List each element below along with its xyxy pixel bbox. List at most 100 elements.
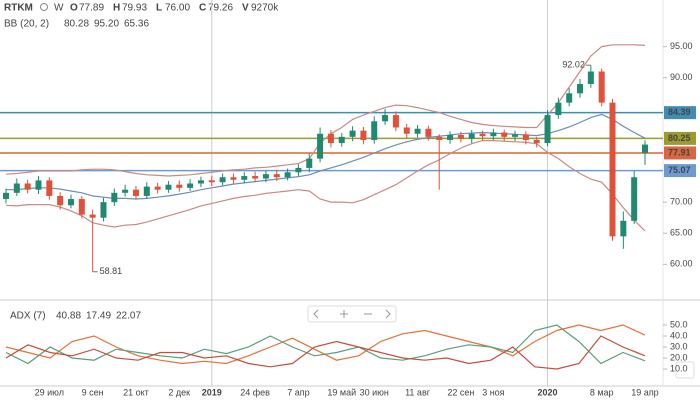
x-tick-label: 30 июн [360,387,389,397]
candle-body [284,172,291,178]
bb-legend-name: BB (20, 2) [4,19,49,30]
candle-body [230,177,237,180]
candle-body [35,180,42,190]
adx-legend-value: 40.88 [56,311,81,322]
candle-body [371,121,378,140]
header-label: O [70,3,78,14]
bb-legend-value: 95.20 [94,19,119,30]
price-level-tag [664,131,696,145]
candle-body [490,132,497,137]
candle-body [89,214,96,218]
header-label: L [156,3,162,14]
candle-body [501,132,508,137]
adx-legend-value: 17.49 [86,311,111,322]
candle-body [208,180,215,183]
x-tick-label: 21 окт [123,387,149,397]
adx-line [5,324,646,365]
x-tick-label: 2019 [202,387,222,397]
x-tick-label: 8 мар [590,387,614,397]
adx-tick-label: 40.0 [670,330,688,340]
candle-body [3,192,9,200]
toolbar-icons[interactable] [313,309,391,319]
candle-body [111,192,118,203]
candle-body [252,176,259,179]
candle-body [609,102,616,237]
header-text: W [54,3,64,14]
header-text: RTKM [4,3,33,14]
candle-body [46,180,53,196]
y-tick-label: 90.00 [670,72,693,82]
candle-body [577,83,584,94]
candle-body [414,128,421,134]
candle-body [262,174,269,179]
price-level-tag [664,164,696,178]
candle-body [122,189,129,193]
candle-body [468,133,475,139]
candle-body [338,136,345,144]
bollinger-band [5,140,646,232]
candle-body [24,183,31,190]
candle-body [273,174,280,178]
adx-line [5,335,646,370]
candle-body [360,130,367,140]
price-level-label: 84.39 [668,107,691,117]
price-level-tag [664,106,696,120]
candle-body [132,189,139,196]
candle-body [587,71,594,84]
candle-body [522,134,529,140]
candle-body [598,71,605,103]
x-tick-label: 2 дек [168,387,190,397]
candle-body [512,134,519,137]
y-tick-label: 65.00 [670,228,693,238]
candle-body [57,195,64,206]
candle-body [100,202,107,218]
candle-body [327,133,334,144]
x-tick-label: 3 ноя [482,387,504,397]
candle-body [176,184,183,188]
candle-body [382,115,389,122]
y-tick-label: 70.00 [670,197,693,207]
reset-button[interactable] [675,361,695,379]
bollinger-band [5,44,646,177]
header-value: 9270k [251,3,279,14]
x-tick-label: 19 апр [631,387,658,397]
adx-tick-label: 10.0 [670,363,688,373]
header-value: 79.26 [208,3,233,14]
header-label: H [113,3,120,14]
candle-body [631,177,638,221]
toolbar-box [307,305,397,323]
x-tick-label: 11 авг [405,387,431,397]
x-tick-label: 2020 [538,387,558,397]
candle-body [392,115,399,128]
candle-body [349,130,356,137]
candle-body [78,199,85,215]
candle-body [642,144,648,154]
bb-legend-value: 65.36 [124,19,149,30]
bb-legend-value: 80.28 [64,19,89,30]
candle-body [566,93,573,103]
y-tick-label: 95.00 [670,41,693,51]
header-value: 79.93 [122,3,147,14]
price-level-label: 75.07 [668,165,691,175]
x-tick-label: 9 сен [82,387,104,397]
candle-body [187,183,194,188]
candle-body [165,184,172,190]
candle-body [197,180,204,184]
header-value: 76.00 [165,3,190,14]
adx-legend-value: 22.07 [116,311,141,322]
candle-body [479,133,486,137]
candle-body [143,186,150,196]
adx-tick-label: 30.0 [670,341,688,351]
header-label: C [199,3,206,14]
candle-body [447,134,454,140]
annotation: 58.81 [100,266,123,276]
price-level-tag [664,146,696,160]
x-tick-label: 19 май [327,387,356,397]
header-label: V [242,3,249,14]
header-value: 77.89 [79,3,104,14]
settings-icon[interactable] [40,3,48,11]
candle-body [620,220,627,237]
x-tick-label: 7 апр [287,387,309,397]
